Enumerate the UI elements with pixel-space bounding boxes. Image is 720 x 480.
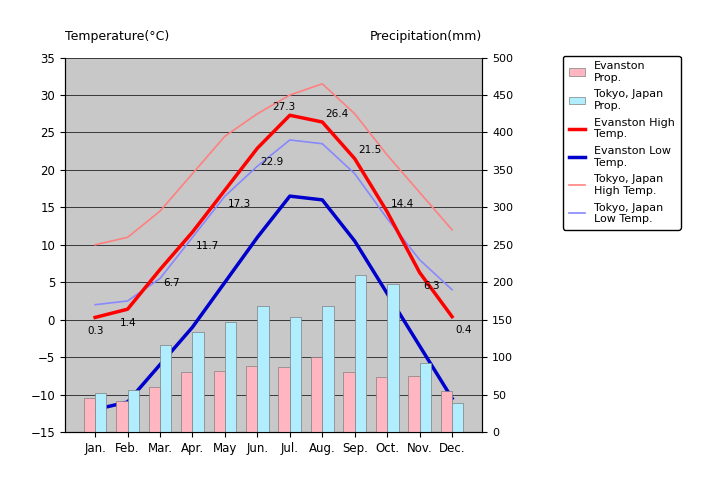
Evanston Low
Temp. xyxy=(351,238,359,244)
Tokyo, Japan
Low Temp. xyxy=(286,137,294,143)
Tokyo, Japan
High Temp. xyxy=(220,133,229,139)
Legend: Evanston
Prop., Tokyo, Japan
Prop., Evanston High
Temp., Evanston Low
Temp., Tok: Evanston Prop., Tokyo, Japan Prop., Evan… xyxy=(563,56,680,230)
Tokyo, Japan
Low Temp. xyxy=(188,234,197,240)
Text: 26.4: 26.4 xyxy=(325,109,348,119)
Tokyo, Japan
High Temp. xyxy=(156,208,164,214)
Line: Evanston Low
Temp.: Evanston Low Temp. xyxy=(95,196,452,409)
Bar xyxy=(452,403,464,432)
Evanston Low
Temp. xyxy=(318,197,327,203)
Evanston Low
Temp. xyxy=(286,193,294,199)
Evanston High
Temp. xyxy=(91,314,99,320)
Evanston High
Temp. xyxy=(351,156,359,162)
Evanston Low
Temp. xyxy=(448,396,456,401)
Bar xyxy=(376,377,387,432)
Bar xyxy=(290,317,301,432)
Bar xyxy=(323,306,333,432)
Bar xyxy=(225,322,236,432)
Evanston High
Temp. xyxy=(253,145,261,151)
Tokyo, Japan
High Temp. xyxy=(448,227,456,233)
Line: Tokyo, Japan
High Temp.: Tokyo, Japan High Temp. xyxy=(95,84,452,245)
Bar xyxy=(420,363,431,432)
Tokyo, Japan
High Temp. xyxy=(123,234,132,240)
Evanston High
Temp. xyxy=(318,119,327,125)
Line: Tokyo, Japan
Low Temp.: Tokyo, Japan Low Temp. xyxy=(95,140,452,305)
Bar xyxy=(311,357,323,432)
Evanston Low
Temp. xyxy=(383,290,392,296)
Text: 21.5: 21.5 xyxy=(358,145,381,156)
Tokyo, Japan
Low Temp. xyxy=(91,302,99,308)
Text: 27.3: 27.3 xyxy=(272,102,295,112)
Tokyo, Japan
Low Temp. xyxy=(351,171,359,177)
Text: 0.4: 0.4 xyxy=(455,325,472,335)
Tokyo, Japan
High Temp. xyxy=(286,92,294,98)
Tokyo, Japan
High Temp. xyxy=(318,81,327,87)
Bar xyxy=(95,393,107,432)
Tokyo, Japan
Low Temp. xyxy=(123,298,132,304)
Evanston High
Temp. xyxy=(286,112,294,118)
Text: 11.7: 11.7 xyxy=(196,240,219,251)
Evanston Low
Temp. xyxy=(91,407,99,412)
Bar xyxy=(84,398,95,432)
Evanston High
Temp. xyxy=(448,314,456,320)
Text: 22.9: 22.9 xyxy=(261,156,284,167)
Bar xyxy=(116,400,127,432)
Evanston High
Temp. xyxy=(123,306,132,312)
Evanston Low
Temp. xyxy=(253,234,261,240)
Tokyo, Japan
High Temp. xyxy=(188,171,197,177)
Tokyo, Japan
Low Temp. xyxy=(156,276,164,281)
Text: 6.3: 6.3 xyxy=(423,281,439,291)
Bar xyxy=(148,387,160,432)
Text: 0.3: 0.3 xyxy=(87,326,104,336)
Bar xyxy=(441,391,452,432)
Bar xyxy=(246,366,257,432)
Tokyo, Japan
High Temp. xyxy=(383,152,392,158)
Line: Evanston High
Temp.: Evanston High Temp. xyxy=(95,115,452,317)
Tokyo, Japan
Low Temp. xyxy=(415,257,424,263)
Evanston High
Temp. xyxy=(415,270,424,276)
Evanston High
Temp. xyxy=(383,209,392,215)
Text: Precipitation(mm): Precipitation(mm) xyxy=(370,30,482,43)
Tokyo, Japan
Low Temp. xyxy=(383,216,392,221)
Bar xyxy=(408,376,420,432)
Evanston High
Temp. xyxy=(220,187,229,193)
Bar xyxy=(181,372,192,432)
Tokyo, Japan
Low Temp. xyxy=(318,141,327,146)
Bar xyxy=(192,333,204,432)
Tokyo, Japan
High Temp. xyxy=(253,111,261,117)
Tokyo, Japan
High Temp. xyxy=(91,242,99,248)
Evanston Low
Temp. xyxy=(123,399,132,405)
Text: 6.7: 6.7 xyxy=(163,278,180,288)
Bar xyxy=(343,372,355,432)
Tokyo, Japan
Low Temp. xyxy=(220,193,229,199)
Bar xyxy=(127,390,139,432)
Evanston High
Temp. xyxy=(156,266,164,272)
Bar xyxy=(279,367,290,432)
Tokyo, Japan
High Temp. xyxy=(415,190,424,195)
Evanston Low
Temp. xyxy=(188,324,197,330)
Tokyo, Japan
Low Temp. xyxy=(253,163,261,169)
Evanston High
Temp. xyxy=(188,229,197,235)
Evanston Low
Temp. xyxy=(415,343,424,349)
Tokyo, Japan
High Temp. xyxy=(351,111,359,117)
Text: 17.3: 17.3 xyxy=(228,199,251,209)
Bar xyxy=(355,275,366,432)
Bar xyxy=(160,345,171,432)
Tokyo, Japan
Low Temp. xyxy=(448,287,456,293)
Text: 1.4: 1.4 xyxy=(120,318,136,328)
Evanston Low
Temp. xyxy=(156,362,164,368)
Bar xyxy=(257,306,269,432)
Text: 14.4: 14.4 xyxy=(390,199,414,209)
Bar xyxy=(214,371,225,432)
Bar xyxy=(387,285,399,432)
Evanston Low
Temp. xyxy=(220,279,229,285)
Text: Temperature(°C): Temperature(°C) xyxy=(65,30,169,43)
